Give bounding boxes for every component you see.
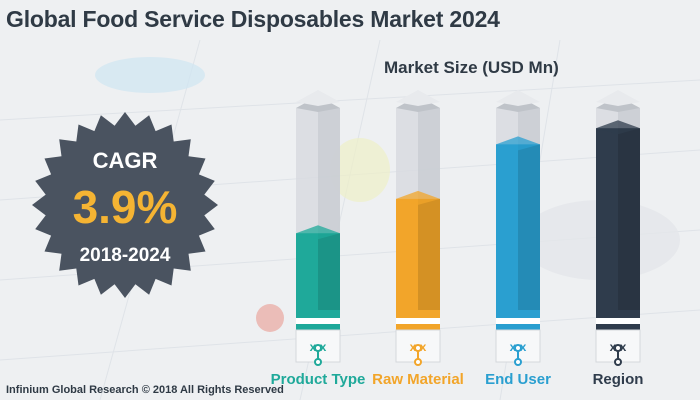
- cagr-label: CAGR: [92, 148, 158, 173]
- cagr-badge: CAGR 3.9% 2018-2024: [30, 110, 220, 300]
- category-label-end-user: End User: [485, 371, 551, 388]
- bar-raw-material: [396, 198, 440, 310]
- cagr-value: 3.9%: [72, 181, 178, 233]
- bar-end-user: [496, 144, 540, 310]
- chart-subtitle: Market Size (USD Mn): [384, 58, 559, 77]
- footer-copyright: Infinium Global Research © 2018 All Righ…: [6, 384, 284, 396]
- cagr-period: 2018-2024: [79, 245, 171, 266]
- category-label-product-type: Product Type: [270, 371, 366, 388]
- bar-product-type: [296, 233, 340, 310]
- bar-region: [596, 128, 640, 310]
- category-label-raw-material: Raw Material: [372, 371, 464, 388]
- page-title: Global Food Service Disposables Market 2…: [6, 6, 500, 32]
- starburst-shape: [32, 112, 218, 298]
- category-label-region: Region: [592, 371, 644, 388]
